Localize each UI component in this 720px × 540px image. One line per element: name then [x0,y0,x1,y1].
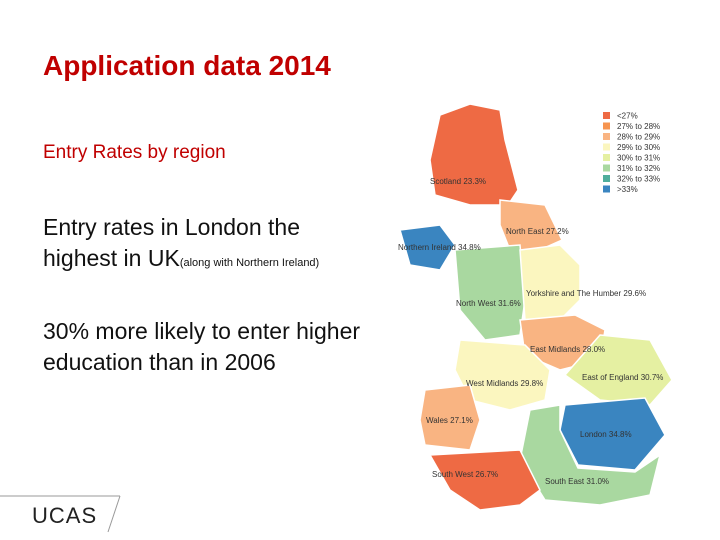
legend-label: 30% to 31% [617,154,660,163]
region [428,449,541,511]
legend-swatch [603,175,610,182]
region-label: Scotland 23.3% [430,177,486,186]
legend-swatch [603,133,610,140]
region-label: West Midlands 29.8% [466,379,543,388]
point-note: (along with Northern Ireland) [179,257,320,269]
region-label: East of England 30.7% [582,373,663,382]
legend-label: 27% to 28% [617,122,660,131]
region-label: South West 26.7% [432,470,498,479]
legend-swatch [603,185,610,193]
region-label: East Midlands 28.0% [530,345,605,354]
legend-label: >33% [617,185,638,194]
region [399,224,456,271]
region [419,384,481,451]
region-label: North East 27.2% [506,227,569,236]
legend-label: 31% to 32% [617,164,660,173]
region-label: South East 31.0% [545,477,609,486]
legend-swatch [603,154,610,161]
subtitle: Entry Rates by region [43,142,226,163]
legend-label: 32% to 33% [617,175,660,184]
region [454,244,526,341]
region [454,339,551,411]
footer-line [107,495,121,533]
region-label: Yorkshire and The Humber 29.6% [526,289,646,298]
region [563,334,673,406]
region [519,244,581,321]
region-label: Wales 27.1% [426,416,473,425]
legend-swatch [603,122,610,130]
legend-label: 29% to 30% [617,143,660,152]
point-main: Entry rates in London the highest in UK [43,214,300,271]
region [499,199,564,253]
logo: UCAS [32,503,97,528]
legend-swatch [603,112,610,119]
region [429,103,519,206]
title: Application data 2014 [43,50,331,81]
region-label: London 34.8% [580,430,632,439]
point: 30% more likely to enter higher educatio… [43,316,373,378]
legend-label: <27% [617,112,638,121]
point: Entry rates in London the highest in UK(… [43,212,373,279]
point-main: 30% more likely to enter higher educatio… [43,318,361,375]
legend-swatch [603,143,610,151]
legend-label: 28% to 29% [617,133,660,142]
region-label: North West 31.6% [456,299,521,308]
legend-swatch [603,164,610,172]
region-label: Northern Ireland 34.8% [398,243,481,252]
